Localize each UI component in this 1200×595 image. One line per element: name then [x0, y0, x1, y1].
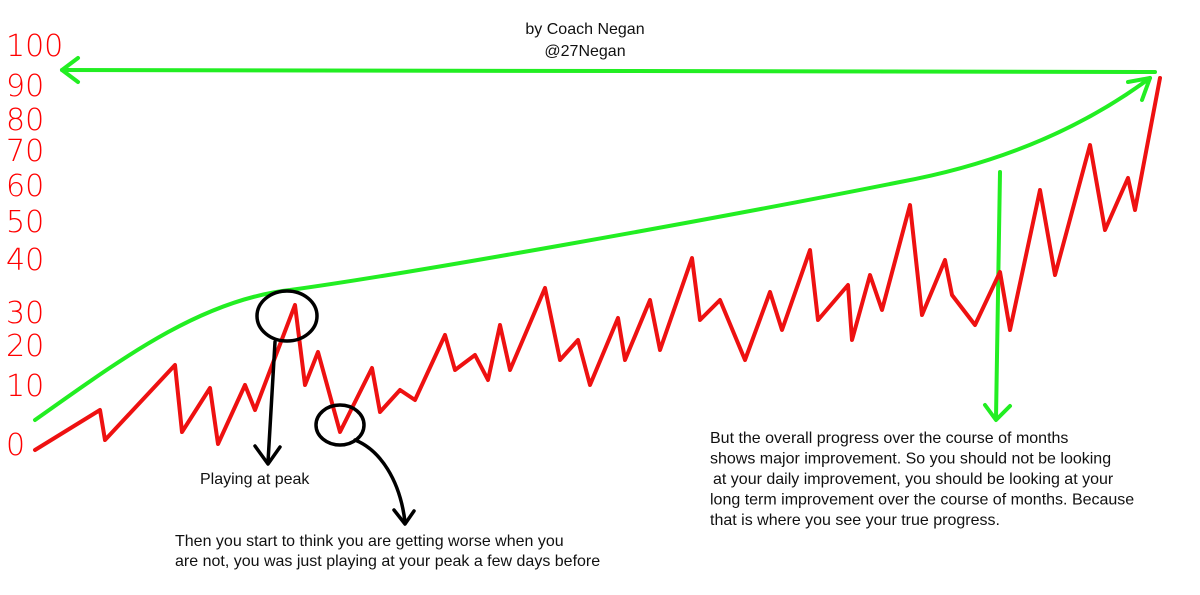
scale-label: 30	[6, 296, 44, 331]
arrow-head	[392, 508, 416, 526]
scale-label: 10	[6, 369, 44, 404]
author: by Coach Negan	[525, 21, 644, 38]
arrow-head	[983, 403, 1012, 422]
peak-note: Playing at peak	[200, 471, 310, 488]
overall-line: long term improvement over the course of…	[710, 492, 1134, 509]
overall-line: shows major improvement. So you should n…	[710, 451, 1111, 468]
trend-line	[33, 76, 1152, 422]
pointer-line	[266, 340, 277, 464]
arrow-head	[253, 444, 282, 466]
pointer-line	[353, 438, 407, 524]
dip-circle	[314, 403, 366, 447]
arrow-head	[60, 56, 80, 84]
scale-label: 100	[6, 29, 63, 64]
pointer-line	[994, 170, 1002, 420]
scale-label: 80	[6, 103, 44, 138]
worse-note: are not, you was just playing at your pe…	[175, 553, 600, 570]
scale-label: 20	[6, 329, 44, 364]
scale-label: 50	[6, 205, 44, 240]
worse-note: Then you start to think you are getting …	[175, 533, 564, 550]
overall-line: at your daily improvement, you should be…	[713, 471, 1114, 488]
overall-note: But the overall progress over the course…	[710, 430, 1134, 529]
scale-label: 0	[6, 428, 25, 463]
scale-label: 70	[6, 134, 44, 169]
scale-label: 90	[6, 69, 44, 104]
overall-line: that is where you see your true progress…	[710, 512, 1000, 529]
progress-line	[33, 76, 1162, 452]
peak-circle	[255, 289, 319, 343]
handle: @27Negan	[544, 43, 625, 60]
overall-line: But the overall progress over the course…	[710, 430, 1068, 447]
scale-label: 60	[6, 169, 44, 204]
arrow-head	[1126, 76, 1152, 102]
peak-level-line	[60, 68, 1157, 74]
scale-label: 40	[6, 243, 44, 278]
